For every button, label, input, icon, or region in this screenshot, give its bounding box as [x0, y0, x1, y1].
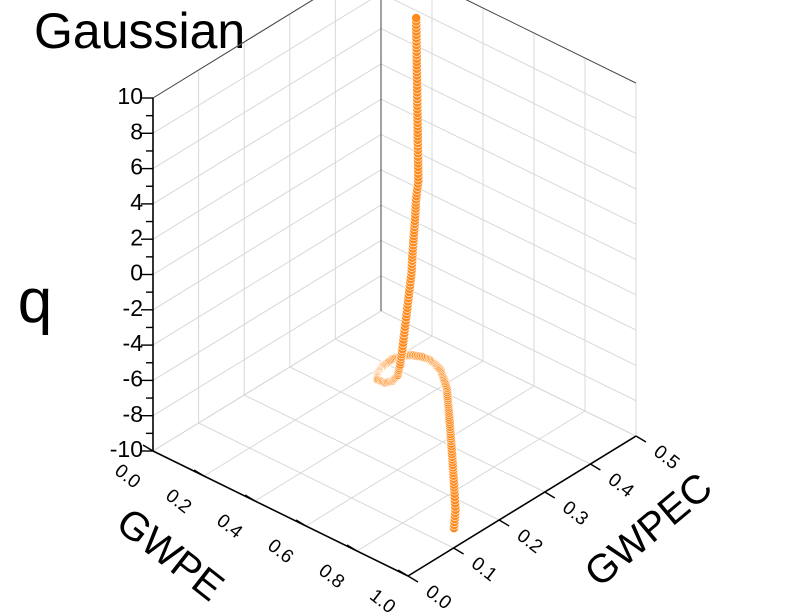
wall-grid-line [152, 98, 382, 240]
wall-grid-line [152, 239, 382, 381]
wall-grid-line [152, 275, 382, 417]
wall-grid-line [152, 134, 382, 275]
floor-grid-line [243, 394, 500, 521]
z-tick-label: -6 [123, 365, 143, 391]
y-tick-mark [590, 463, 601, 471]
floor-grid-line [289, 366, 546, 493]
wall-grid-line [380, 63, 637, 190]
y-tick-label: 0.4 [604, 469, 638, 502]
top-back-edge [152, 0, 314, 99]
z-tick-label: 0 [130, 260, 143, 286]
y-tick-mark [453, 547, 464, 555]
y-tick-label: 0.1 [467, 553, 501, 586]
data-series [372, 13, 461, 533]
wall-grid-line [380, 98, 637, 225]
wall-grid-line [380, 275, 637, 402]
y-axis-line [407, 435, 637, 577]
y-tick-label: 0.2 [513, 525, 547, 558]
y-tick-label: 0.3 [558, 497, 592, 530]
x-tick-mark [397, 569, 409, 577]
wall-grid-line [393, 0, 637, 119]
z-tick-label: 2 [130, 224, 143, 250]
x-tick-label: 0.2 [161, 485, 195, 518]
x-tick-label: 0.6 [263, 535, 297, 568]
y-tick-mark [635, 435, 647, 443]
z-tick-label: -10 [110, 436, 143, 462]
z-tick-label: 6 [130, 154, 143, 180]
y-tick-label: 0.0 [421, 581, 455, 614]
top-back-edge [465, 0, 637, 84]
y-tick-mark [544, 491, 556, 499]
data-point [411, 13, 422, 23]
wall-grid-line [152, 204, 382, 346]
wall-grid-line [152, 28, 382, 170]
x-tick-mark [295, 519, 307, 527]
tick-labels: -10 -8 -6 -4 -2 0 2 4 6 8 10 0.0 0.2 0.4 0.6 0.8 1.0 0.0 0… [110, 83, 683, 616]
floor-grid-line [356, 410, 586, 552]
wall-grid-line [380, 28, 637, 155]
z-axis-label: q [18, 267, 52, 336]
x-axis-line [152, 450, 409, 577]
axes-frame [152, 0, 637, 577]
z-tick-label: 8 [130, 118, 143, 144]
x-tick-mark [142, 444, 154, 452]
x-tick-mark [244, 494, 256, 502]
z-tick-label: 4 [130, 189, 143, 215]
chart-title: Gaussian [34, 3, 246, 59]
z-tick-label: -4 [123, 330, 144, 356]
x-tick-label: 0.8 [314, 560, 348, 593]
y-tick-mark [407, 575, 419, 583]
wall-grid-line [152, 169, 382, 311]
y-tick-label: 0.5 [649, 441, 683, 474]
wall-grid-line [152, 63, 382, 205]
wall-grid-line [380, 239, 637, 366]
floor-grid-line [198, 422, 454, 549]
grid-lines [152, 0, 637, 577]
wall-grid-line [380, 134, 637, 260]
x-tick-mark [193, 469, 205, 477]
wall-grid-line [152, 310, 382, 452]
x-tick-label: 1.0 [365, 585, 399, 616]
floor-grid-line [335, 338, 591, 465]
wall-grid-line [380, 310, 637, 437]
wall-grid-line [380, 169, 637, 296]
x-tick-label: 0.4 [212, 510, 246, 543]
x-axis-label: GWPE [108, 500, 231, 610]
z-tick-label: -2 [123, 295, 143, 321]
x-tick-mark [346, 544, 358, 552]
axis-ticks [141, 97, 647, 583]
y-axis-label: GWPEC [577, 465, 721, 596]
x-tick-label: 0.0 [110, 460, 144, 493]
wall-grid-line [152, 0, 372, 134]
z-tick-label: -8 [123, 401, 143, 427]
floor-grid-line [305, 385, 535, 527]
z-tick-label: 10 [117, 83, 143, 109]
wall-grid-line [380, 204, 637, 331]
y-tick-mark [498, 519, 510, 527]
